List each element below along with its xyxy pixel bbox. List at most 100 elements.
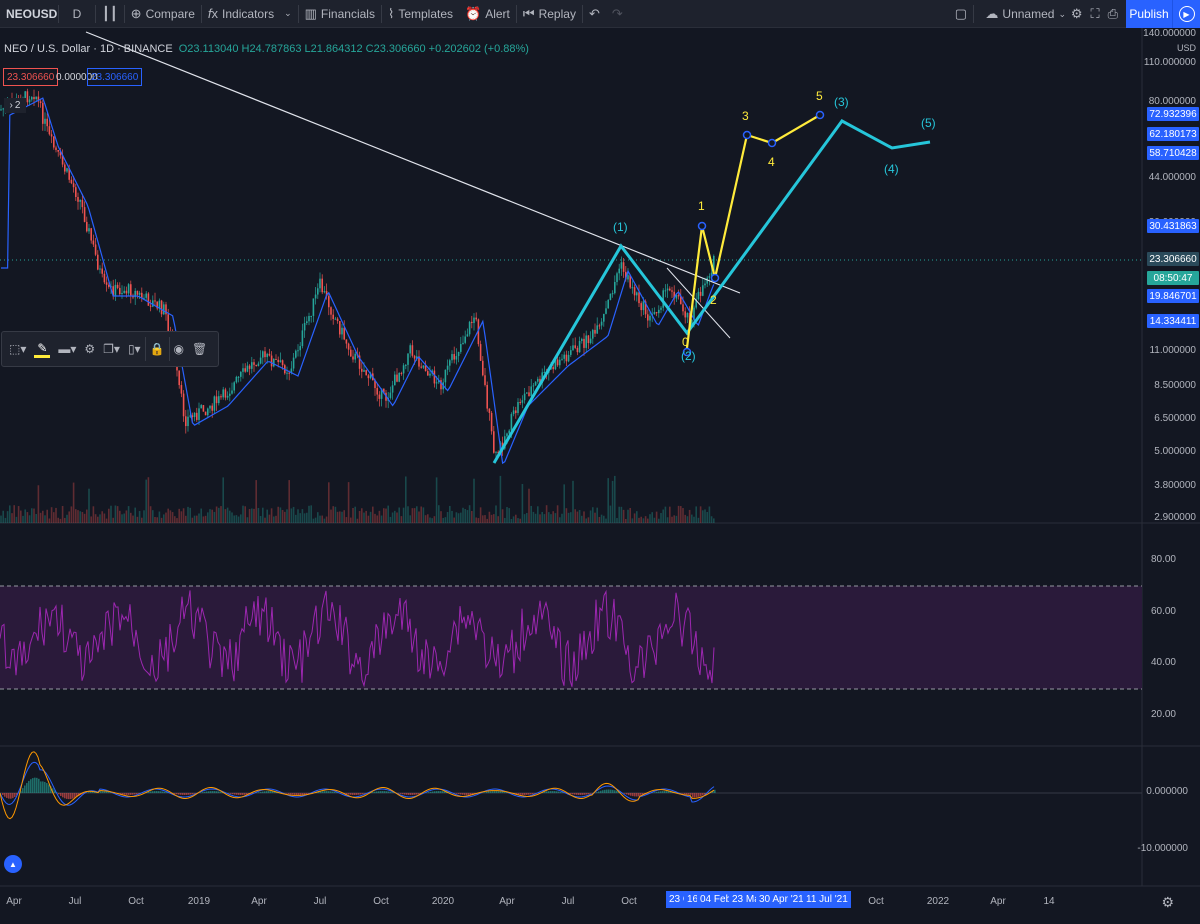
macd-histogram-bar [416, 793, 418, 795]
settings-button[interactable]: ⚙ [1067, 0, 1087, 28]
time-tick-label: 2020 [431, 896, 455, 907]
macd-histogram-bar [602, 790, 604, 793]
snapshot-button[interactable]: ⎙ [1104, 0, 1122, 28]
candle-body [242, 368, 244, 372]
time-tick-label: Apr [6, 896, 22, 907]
layout-toggle-button[interactable]: ▢ [949, 0, 973, 28]
macd-histogram-bar [262, 791, 264, 793]
trendline[interactable] [85, 31, 741, 294]
macd-histogram-bar [300, 793, 302, 795]
lock-button[interactable]: 🔒 [146, 334, 169, 364]
volume-bar [574, 509, 576, 523]
macd-histogram-bar [532, 793, 534, 795]
macd-histogram-bar [174, 793, 176, 794]
candle-body [257, 363, 260, 366]
financials-button[interactable]: ▥ Financials [299, 0, 381, 28]
candle-body [53, 136, 55, 148]
template-button[interactable]: ⬚▾ [5, 334, 30, 364]
candle-body [0, 109, 2, 111]
alert-label: Alert [485, 6, 510, 21]
volume-bar [156, 517, 158, 523]
candle-body [627, 275, 629, 280]
macd-histogram-bar [272, 791, 274, 793]
volume-bar [400, 516, 403, 523]
undo-button[interactable]: ↶ [583, 0, 606, 28]
hide-button[interactable]: ◉ [170, 334, 188, 364]
settings-button[interactable]: ⚙ [80, 334, 99, 364]
volume-bar [686, 516, 689, 523]
macd-histogram-bar [612, 789, 614, 793]
candle-body [295, 350, 297, 358]
fullscreen-toggle-button[interactable]: ⛶ [1086, 0, 1103, 28]
tradingview-logo-icon[interactable]: ▲ [4, 855, 22, 873]
chart-settings-gear-icon[interactable]: ⚙ [1161, 894, 1174, 910]
play-button[interactable]: ▶ [1172, 0, 1200, 28]
symbol-description[interactable]: NEO / U.S. Dollar · 1D · BINANCE [4, 43, 173, 55]
macd-histogram-bar [664, 791, 666, 793]
macd-histogram-bar [16, 793, 18, 796]
volume-bar [567, 512, 570, 523]
candle-body [618, 268, 620, 274]
trendline-short[interactable] [666, 267, 731, 339]
macd-histogram-bar [638, 793, 640, 797]
replay-button[interactable]: ⏮ Replay [517, 0, 582, 28]
rsi-tick-label: 40.00 [1150, 657, 1176, 668]
chart-style-button[interactable]: ┃┃ [96, 0, 124, 28]
macd-histogram-bar [240, 793, 242, 795]
volume-bar [325, 516, 328, 523]
candle-body [413, 355, 416, 359]
collapse-indicators-button[interactable]: › 2 [4, 98, 26, 113]
layout-name-button[interactable]: ☁ Unnamed ⌄ [979, 0, 1072, 28]
candle-body [420, 366, 422, 368]
candle-body [416, 356, 418, 359]
symbol-search-input[interactable]: NEOUSD [6, 6, 58, 21]
macd-histogram-bar [182, 793, 184, 795]
volume-bar [512, 516, 515, 523]
indicators-button[interactable]: fx Indicators ⌄ [202, 0, 298, 28]
macd-histogram-bar [684, 793, 686, 795]
volume-bar [501, 509, 504, 523]
delete-button[interactable]: 🗑 [188, 334, 211, 364]
clone-button[interactable]: ❐▾ [99, 334, 124, 364]
volume-bar [79, 511, 81, 523]
candle-body [222, 389, 224, 398]
volume-bar [310, 505, 312, 523]
compare-button[interactable]: ⊕ Compare [125, 0, 201, 28]
alarm-clock-icon: ⏰ [465, 5, 482, 21]
elliott-wave-yellow[interactable] [684, 114, 821, 357]
rsi-tick-label: 20.00 [1150, 709, 1176, 720]
macd-histogram-bar [692, 793, 694, 798]
alert-button[interactable]: ⏰ Alert [459, 0, 516, 28]
candle-body [77, 197, 79, 202]
volume-bar [563, 484, 565, 523]
visibility-button[interactable]: ▯▾ [124, 334, 145, 364]
volume-bar [2, 510, 4, 523]
volume-bar [94, 514, 97, 523]
macd-histogram-bar [488, 791, 490, 793]
volume-bar [180, 511, 183, 523]
publish-button[interactable]: Publish [1126, 0, 1172, 28]
macd-histogram-bar [670, 791, 672, 793]
wave-anchor-points[interactable] [682, 110, 825, 357]
candle-body [398, 372, 400, 382]
redo-button[interactable]: ↷ [606, 0, 629, 28]
interval-button[interactable]: D [72, 6, 82, 21]
volume-bar [141, 517, 143, 523]
candle-body [369, 373, 372, 379]
macd-histogram-bar [20, 790, 22, 793]
templates-button[interactable]: ⌇ Templates [382, 0, 459, 28]
macd-histogram-bar [582, 793, 584, 795]
macd-histogram-bar [560, 791, 562, 793]
line-width-button[interactable]: ▬▾ [54, 334, 80, 364]
macd-histogram-bar [306, 793, 308, 795]
toolbar-divider [168, 337, 170, 361]
color-button[interactable]: ✎ [30, 334, 54, 364]
volume-bar [31, 508, 33, 523]
time-axis[interactable]: Apr Jul Oct 2019 Apr Jul Oct 2020 Apr Jul Oct Oct 20… [0, 887, 1142, 914]
volume-bar [691, 514, 693, 523]
volume-bar [548, 512, 550, 523]
candle-body [563, 354, 565, 359]
volume-bar [710, 516, 713, 523]
elliott-wave-cyan[interactable] [492, 119, 931, 464]
